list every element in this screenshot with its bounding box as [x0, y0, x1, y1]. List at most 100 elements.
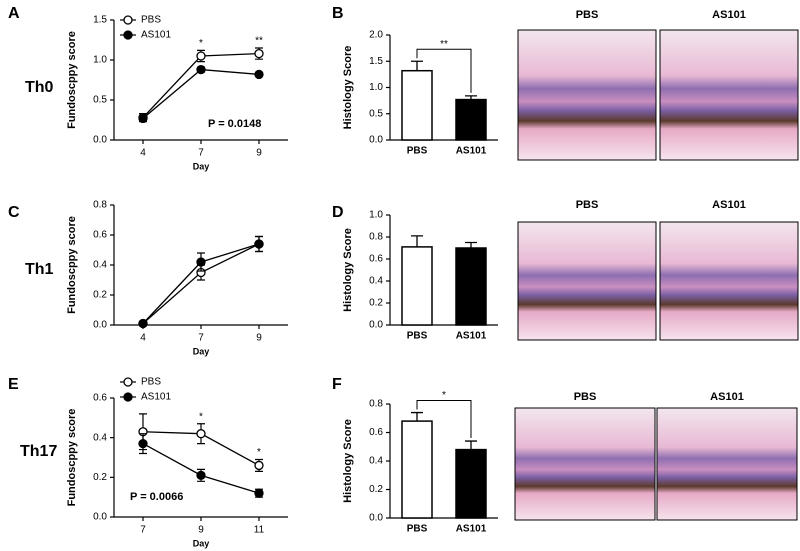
significance: ** — [255, 36, 263, 47]
y-tick-label: 0.8 — [369, 232, 383, 243]
y-tick-label: 1.5 — [93, 15, 107, 26]
histology-image — [656, 407, 798, 521]
y-tick-label: 0.4 — [93, 260, 107, 271]
x-tick-label: AS101 — [456, 146, 487, 157]
x-axis-label: Day — [193, 161, 210, 171]
bar — [401, 246, 433, 326]
significance: ** — [440, 39, 448, 50]
marker — [196, 257, 206, 267]
bar — [401, 420, 433, 519]
y-axis-label: Fundoscppy score — [66, 31, 78, 129]
x-tick-label: 11 — [254, 525, 265, 536]
histology-image — [517, 221, 657, 341]
error-bar — [411, 235, 423, 247]
image-label: AS101 — [712, 199, 746, 211]
marker — [254, 460, 264, 471]
y-tick-label: 0.0 — [93, 512, 107, 523]
error-bar — [411, 411, 423, 422]
y-tick-label: 0.5 — [93, 95, 107, 106]
significance-bracket — [416, 400, 472, 439]
error-bar — [465, 440, 477, 450]
y-tick-label: 0.0 — [369, 513, 383, 524]
image-label: AS101 — [712, 9, 746, 21]
significance: * — [442, 390, 446, 401]
y-tick-label: 0.5 — [369, 108, 383, 119]
image-label: PBS — [574, 391, 597, 403]
x-tick-label: PBS — [407, 331, 428, 342]
y-axis-label: Histology Score — [342, 228, 354, 312]
y-axis-label: Fundoscppy score — [66, 409, 78, 507]
marker — [254, 488, 264, 498]
y-tick-label: 0.6 — [93, 230, 107, 241]
x-tick-label: PBS — [407, 146, 428, 157]
marker — [138, 113, 148, 124]
error-bar — [411, 60, 423, 71]
significance: * — [257, 447, 261, 458]
marker — [196, 429, 206, 439]
histology-image — [659, 221, 799, 341]
x-tick-label: 4 — [140, 333, 146, 344]
y-tick-label: 0.2 — [93, 290, 107, 301]
panel-label: C — [8, 204, 20, 221]
y-tick-label: 0.4 — [369, 456, 383, 467]
bar — [455, 98, 487, 141]
x-axis-label: Day — [193, 538, 210, 548]
y-tick-label: 0.2 — [369, 298, 383, 309]
y-tick-label: 0.8 — [93, 200, 107, 211]
legend-marker — [123, 30, 133, 40]
marker — [196, 470, 206, 481]
y-tick-label: 0.0 — [93, 135, 107, 146]
histology-image — [514, 407, 656, 521]
image-label: PBS — [576, 199, 599, 211]
row-label: Th1 — [25, 261, 54, 278]
legend-label: PBS — [141, 15, 161, 26]
marker — [254, 48, 264, 59]
y-tick-label: 1.0 — [369, 82, 383, 93]
y-tick-label: 0.6 — [93, 393, 107, 404]
p-value: P = 0.0066 — [130, 491, 183, 503]
panel-label: A — [8, 5, 20, 22]
p-value: P = 0.0148 — [208, 118, 261, 130]
x-tick-label: 7 — [198, 333, 204, 344]
series-line — [142, 443, 260, 494]
bar — [455, 448, 487, 519]
x-tick-label: 4 — [140, 148, 146, 159]
y-tick-label: 0.4 — [369, 276, 383, 287]
row-label: Th0 — [25, 79, 54, 96]
y-tick-label: 0.0 — [93, 320, 107, 331]
x-tick-label: AS101 — [456, 524, 487, 535]
x-tick-label: AS101 — [456, 331, 487, 342]
y-axis-label: Fundoscppy score — [66, 216, 78, 314]
marker — [254, 69, 264, 80]
series-line — [142, 68, 260, 119]
y-tick-label: 1.0 — [93, 55, 107, 66]
marker — [138, 438, 148, 449]
significance-bracket — [416, 48, 472, 93]
row-label: Th17 — [20, 443, 57, 460]
bar — [401, 69, 433, 141]
histology-image — [517, 29, 657, 161]
legend-marker — [123, 392, 133, 402]
marker — [138, 318, 148, 329]
x-tick-label: 7 — [198, 148, 204, 159]
y-tick-label: 1.0 — [369, 210, 383, 221]
y-tick-label: 0.8 — [369, 399, 383, 410]
y-tick-label: 1.5 — [369, 56, 383, 67]
image-label: PBS — [576, 9, 599, 21]
series-line — [142, 52, 260, 119]
panel-label: D — [332, 204, 344, 221]
legend-marker — [123, 377, 133, 387]
y-axis-label: Histology Score — [342, 46, 354, 130]
y-tick-label: 2.0 — [369, 30, 383, 41]
marker — [196, 64, 206, 75]
y-tick-label: 0.6 — [369, 254, 383, 265]
panel-label: B — [332, 5, 344, 22]
legend-label: AS101 — [141, 392, 171, 403]
y-tick-label: 0.0 — [369, 135, 383, 146]
x-tick-label: 9 — [256, 148, 262, 159]
y-tick-label: 0.2 — [369, 484, 383, 495]
image-label: AS101 — [710, 391, 744, 403]
significance: * — [199, 38, 203, 49]
y-axis-label: Histology Score — [342, 419, 354, 503]
